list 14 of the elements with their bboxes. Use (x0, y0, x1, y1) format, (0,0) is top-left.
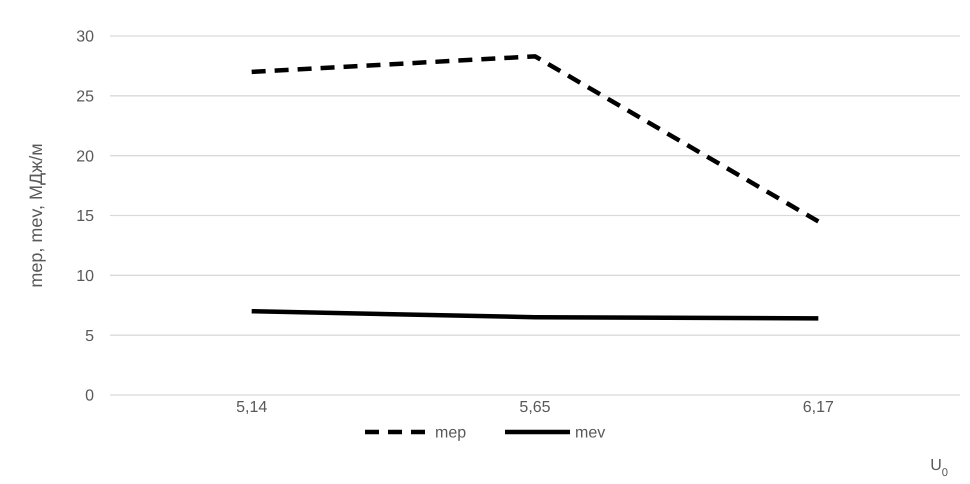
legend-label: mev (575, 424, 606, 442)
x-axis-title: U$_{0}$ (930, 457, 948, 479)
y-tick-label: 15 (76, 208, 94, 226)
x-tick-label: 5,65 (519, 399, 551, 416)
legend-label: mep (435, 424, 466, 442)
y-tick-label: 30 (76, 28, 94, 46)
y-tick-label: 0 (85, 388, 94, 405)
x-tick-label: 5,14 (236, 399, 268, 416)
y-tick-label: 10 (76, 268, 94, 285)
y-tick-label: 25 (76, 88, 94, 106)
x-tick-label: 6,17 (802, 399, 834, 416)
y-tick-label: 20 (76, 148, 94, 166)
y-axis-title: mep, mev, МДж/м (26, 143, 46, 288)
y-tick-label: 5 (85, 328, 94, 345)
